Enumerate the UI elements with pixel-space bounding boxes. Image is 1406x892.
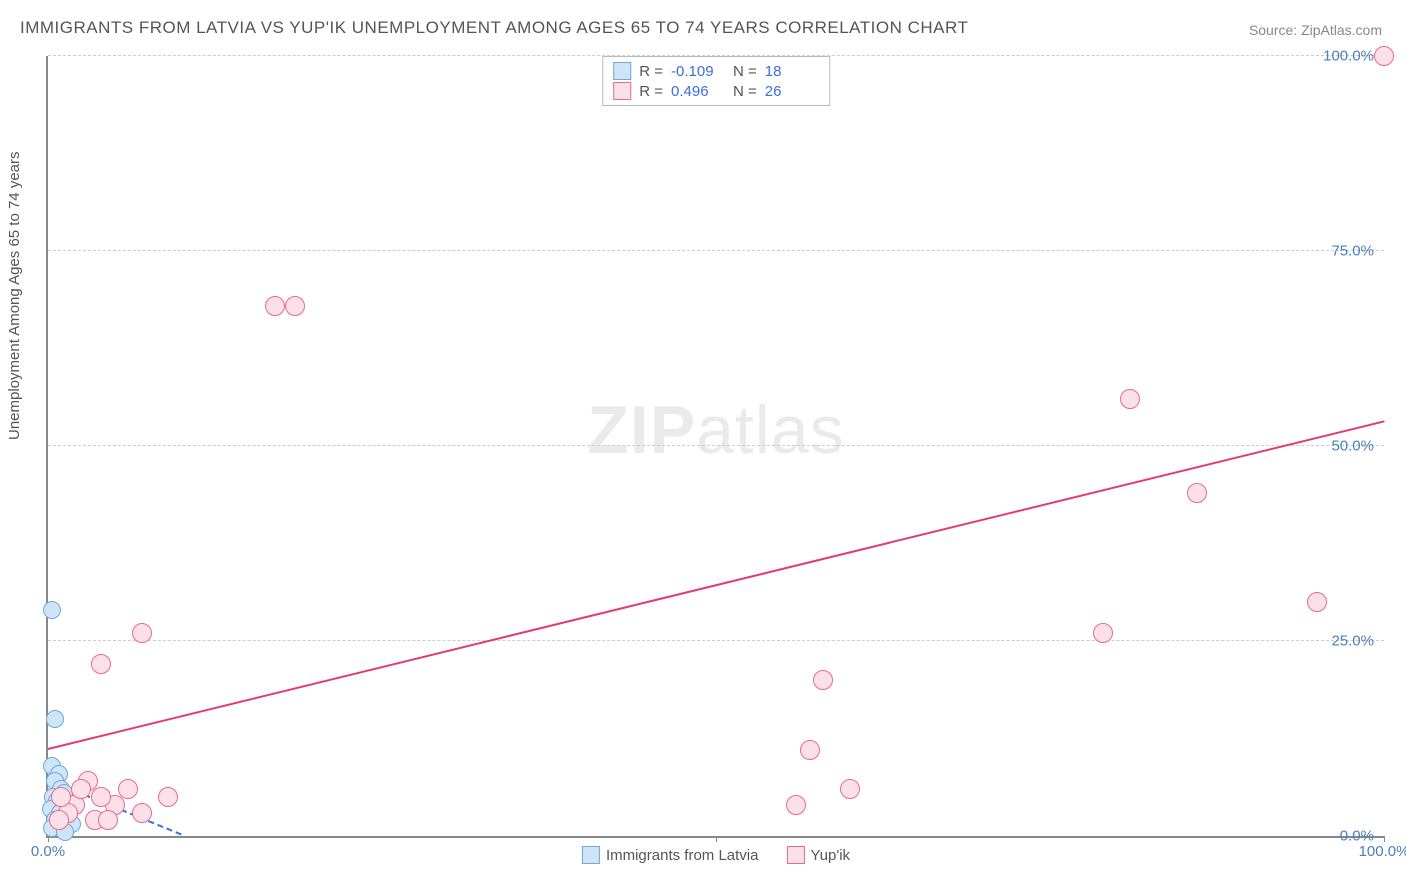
gridline [48, 445, 1384, 446]
data-point [1187, 483, 1207, 503]
data-point [786, 795, 806, 815]
n-value: 18 [765, 63, 819, 80]
r-label: R = [639, 83, 663, 100]
y-tick-label: 75.0% [1331, 243, 1374, 260]
x-tick-label: 100.0% [1359, 843, 1406, 860]
n-value: 26 [765, 83, 819, 100]
legend-item: Immigrants from Latvia [582, 846, 759, 864]
data-point [800, 740, 820, 760]
data-point [813, 670, 833, 690]
data-point [132, 803, 152, 823]
stats-row: R = -0.109 N = 18 [613, 61, 819, 81]
y-tick-label: 0.0% [1340, 828, 1374, 845]
x-tick-label: 0.0% [31, 843, 65, 860]
watermark: ZIPatlas [587, 391, 844, 469]
series-swatch [613, 82, 631, 100]
gridline [48, 250, 1384, 251]
x-tick-mark [1384, 836, 1385, 842]
series-swatch [582, 846, 600, 864]
data-point [98, 810, 118, 830]
y-tick-label: 25.0% [1331, 633, 1374, 650]
n-label: N = [733, 63, 757, 80]
n-label: N = [733, 83, 757, 100]
r-value: 0.496 [671, 83, 725, 100]
data-point [49, 810, 69, 830]
trend-line [48, 421, 1384, 751]
data-point [43, 601, 61, 619]
y-tick-label: 100.0% [1323, 48, 1374, 65]
data-point [132, 623, 152, 643]
series-legend: Immigrants from Latvia Yup'ik [582, 846, 850, 864]
data-point [1307, 592, 1327, 612]
data-point [265, 296, 285, 316]
data-point [71, 779, 91, 799]
x-tick-mark [716, 836, 717, 842]
series-swatch [786, 846, 804, 864]
gridline [48, 640, 1384, 641]
y-tick-label: 50.0% [1331, 438, 1374, 455]
series-swatch [613, 62, 631, 80]
gridline [48, 55, 1384, 56]
r-value: -0.109 [671, 63, 725, 80]
data-point [51, 787, 71, 807]
data-point [91, 787, 111, 807]
source-label: Source: ZipAtlas.com [1249, 22, 1382, 38]
legend-item: Yup'ik [786, 846, 850, 864]
stats-legend: R = -0.109 N = 18 R = 0.496 N = 26 [602, 56, 830, 106]
scatter-plot: ZIPatlas R =-0.109N =18R =0.496N =26 Imm… [46, 56, 1384, 838]
data-point [91, 654, 111, 674]
data-point [158, 787, 178, 807]
data-point [1120, 389, 1140, 409]
legend-label: Immigrants from Latvia [606, 847, 759, 864]
data-point [840, 779, 860, 799]
r-label: R = [639, 63, 663, 80]
y-axis-label: Unemployment Among Ages 65 to 74 years [6, 151, 23, 440]
data-point [1093, 623, 1113, 643]
data-point [1374, 46, 1394, 66]
chart-title: IMMIGRANTS FROM LATVIA VS YUP'IK UNEMPLO… [20, 18, 968, 38]
stats-row: R = 0.496 N = 26 [613, 81, 819, 101]
legend-label: Yup'ik [810, 847, 850, 864]
data-point [46, 710, 64, 728]
data-point [285, 296, 305, 316]
